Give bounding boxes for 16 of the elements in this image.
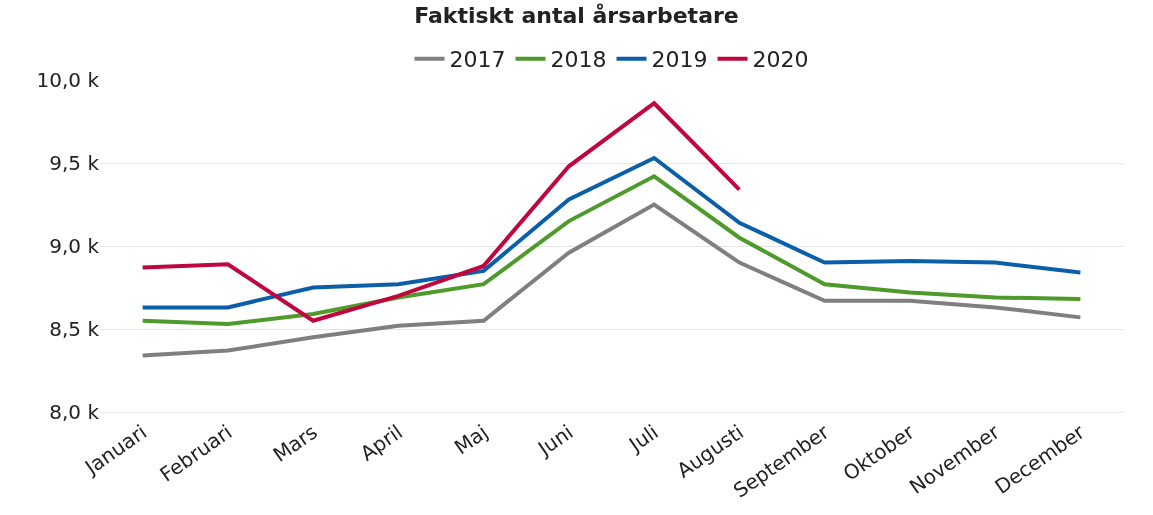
y-tick-label: 8,5 k bbox=[49, 317, 100, 341]
y-tick-label: 9,0 k bbox=[49, 234, 100, 258]
legend-label: 2020 bbox=[752, 47, 809, 73]
y-tick-label: 8,0 k bbox=[49, 400, 100, 424]
legend-label: 2018 bbox=[550, 47, 607, 73]
legend-label: 2019 bbox=[651, 47, 708, 73]
y-tick-label: 10,0 k bbox=[36, 68, 100, 92]
x-tick-label: Maj bbox=[449, 419, 493, 460]
y-tick-label: 9,5 k bbox=[49, 151, 100, 175]
line-series bbox=[140, 174, 1083, 327]
x-tick-label: Juli bbox=[623, 419, 663, 458]
line-series bbox=[140, 202, 1083, 358]
line-series bbox=[140, 156, 1083, 310]
line-series bbox=[140, 101, 742, 323]
legend-label: 2017 bbox=[449, 47, 506, 73]
chart-title: Faktiskt antal årsarbetare bbox=[414, 3, 739, 29]
